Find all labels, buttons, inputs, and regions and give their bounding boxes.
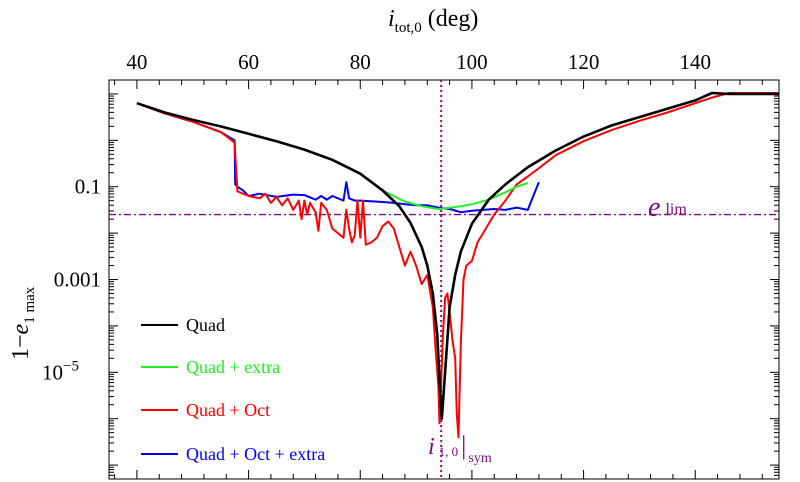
legend-label-quad-extra: Quad + extra xyxy=(186,357,280,377)
x-tick-label: 140 xyxy=(680,50,712,74)
x-tick-label: 60 xyxy=(238,50,259,74)
i-sym-bar: | xyxy=(461,431,466,460)
y-tick-label: 0.001 xyxy=(54,268,101,292)
legend-label-quad-oct-extra: Quad + Oct + extra xyxy=(186,444,325,464)
series-quad xyxy=(136,91,779,421)
x-axis-ticks: 40 60 80 100 120 140 xyxy=(114,50,763,479)
e-lim-annotation: e lim xyxy=(648,192,687,223)
legend-label-quad-oct: Quad + Oct xyxy=(186,400,270,420)
series-quad-oct-extra xyxy=(136,102,540,214)
x-axis-title-sub: tot,0 xyxy=(395,20,422,36)
legend-label-quad: Quad xyxy=(186,315,225,335)
x-tick-label: 120 xyxy=(568,50,600,74)
y-axis-title-sub: 1 max xyxy=(22,286,38,324)
x-axis-title: itot,0 (deg) xyxy=(388,6,478,36)
e-lim-sub: lim xyxy=(665,201,687,218)
series-layer xyxy=(136,91,779,439)
i-sym-annotation: i 1, 0 | sym xyxy=(428,431,492,466)
x-tick-label: 40 xyxy=(126,50,147,74)
i-sym-tail: sym xyxy=(468,451,491,466)
y-axis-title: 1−e1 max xyxy=(8,286,38,360)
x-tick-label: 80 xyxy=(350,50,371,74)
legend: Quad Quad + extra Quad + Oct Quad + Oct … xyxy=(141,315,325,464)
x-axis-title-symbol: i xyxy=(388,6,395,32)
x-axis-title-unit: (deg) xyxy=(428,6,479,32)
e-lim-symbol: e xyxy=(648,192,660,223)
i-sym-sub: 1, 0 xyxy=(439,444,459,459)
y-axis-title-symbol: e xyxy=(8,323,34,334)
i-sym-symbol: i xyxy=(428,434,435,460)
x-tick-label: 100 xyxy=(456,50,488,74)
y-axis-ticks: 0.1 0.001 10−5 xyxy=(42,93,779,476)
y-tick-label: 10−5 xyxy=(42,358,79,384)
y-tick-label: 0.1 xyxy=(75,175,101,199)
series-quad-extra xyxy=(359,172,529,210)
y-axis-title-prefix: 1− xyxy=(8,334,34,360)
series-quad-oct xyxy=(136,92,779,439)
